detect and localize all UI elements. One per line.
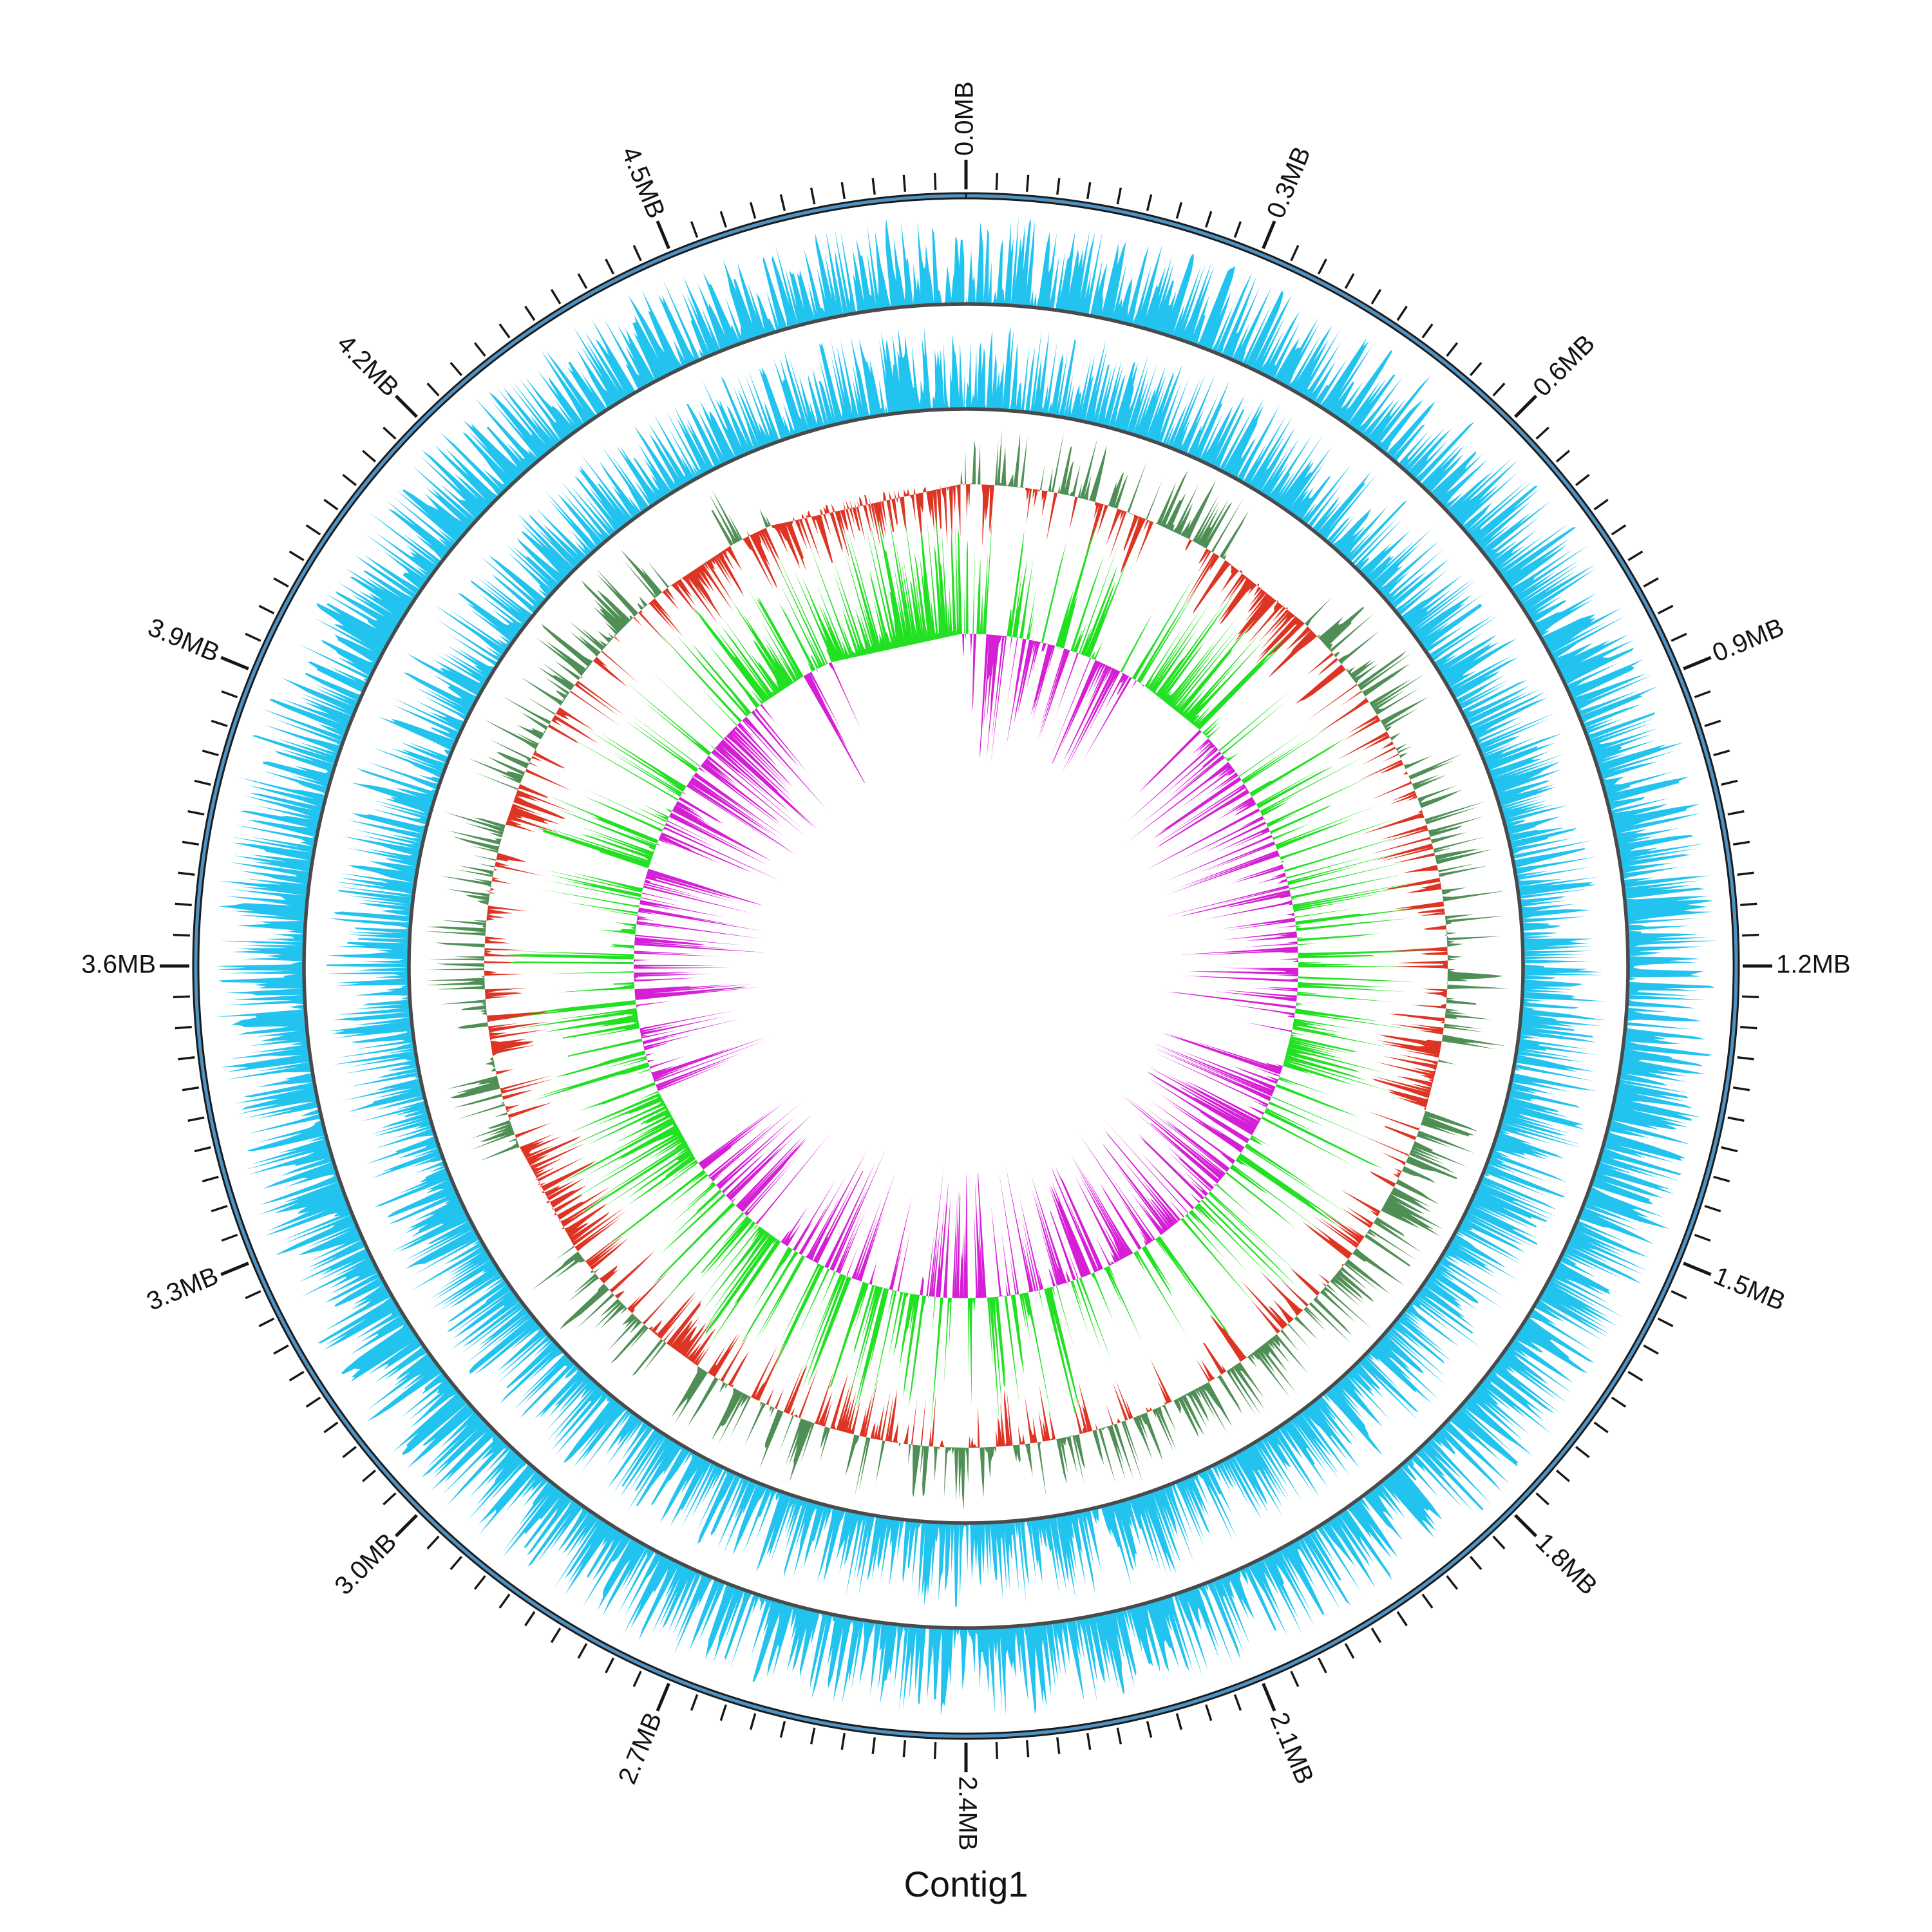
- svg-text:1.2MB: 1.2MB: [1776, 951, 1851, 979]
- svg-text:2.4MB: 2.4MB: [953, 1776, 981, 1851]
- svg-text:0.0MB: 0.0MB: [951, 81, 979, 156]
- svg-text:3.6MB: 3.6MB: [81, 951, 156, 979]
- svg-text:Contig1: Contig1: [904, 1864, 1028, 1904]
